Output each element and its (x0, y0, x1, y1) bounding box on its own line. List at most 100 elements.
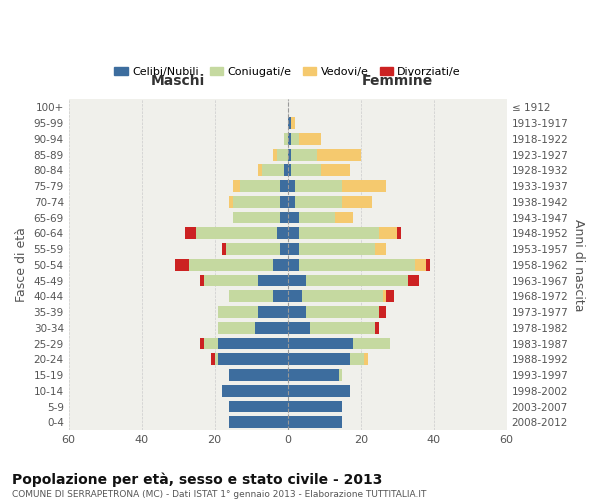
Bar (287, 416, 343, 428)
Bar (287, 196, 295, 207)
Y-axis label: Anni di nascita: Anni di nascita (572, 218, 585, 311)
Bar (229, 290, 273, 302)
Bar (408, 274, 419, 286)
Bar (287, 322, 310, 334)
Bar (204, 338, 218, 349)
Bar (255, 322, 287, 334)
Bar (196, 228, 277, 239)
Bar (306, 306, 379, 318)
Bar (343, 196, 371, 207)
Bar (287, 243, 299, 255)
Bar (175, 259, 189, 270)
Bar (218, 338, 287, 349)
Bar (229, 416, 287, 428)
Bar (383, 290, 386, 302)
Bar (229, 369, 287, 381)
Bar (229, 196, 233, 207)
Bar (302, 290, 383, 302)
Bar (287, 338, 353, 349)
Bar (339, 369, 343, 381)
Text: COMUNE DI SERRAPETRONA (MC) - Dati ISTAT 1° gennaio 2013 - Elaborazione TUTTITAL: COMUNE DI SERRAPETRONA (MC) - Dati ISTAT… (12, 490, 427, 499)
Bar (292, 133, 299, 145)
Bar (222, 385, 287, 396)
Bar (299, 228, 379, 239)
Bar (287, 133, 292, 145)
Bar (273, 259, 287, 270)
Bar (292, 148, 317, 160)
Bar (310, 322, 376, 334)
Bar (218, 354, 287, 365)
Bar (350, 354, 364, 365)
Bar (320, 164, 350, 176)
Y-axis label: Fasce di età: Fasce di età (15, 228, 28, 302)
Text: Popolazione per età, sesso e stato civile - 2013: Popolazione per età, sesso e stato civil… (12, 472, 382, 487)
Bar (218, 322, 255, 334)
Bar (262, 164, 284, 176)
Bar (259, 274, 287, 286)
Bar (427, 259, 430, 270)
Bar (200, 274, 204, 286)
Bar (273, 290, 287, 302)
Bar (386, 290, 394, 302)
Bar (376, 243, 386, 255)
Bar (287, 400, 343, 412)
Bar (280, 212, 287, 224)
Bar (287, 290, 302, 302)
Bar (200, 338, 204, 349)
Bar (292, 117, 295, 129)
Bar (295, 180, 343, 192)
Bar (379, 228, 397, 239)
Bar (299, 133, 320, 145)
Bar (273, 148, 277, 160)
Bar (189, 259, 273, 270)
Bar (364, 354, 368, 365)
Bar (284, 164, 287, 176)
Bar (259, 164, 262, 176)
Bar (185, 228, 196, 239)
Bar (295, 196, 343, 207)
Bar (222, 243, 226, 255)
Bar (229, 400, 287, 412)
Bar (299, 212, 335, 224)
Bar (287, 385, 350, 396)
Bar (287, 354, 350, 365)
Bar (287, 369, 339, 381)
Text: Maschi: Maschi (151, 74, 205, 88)
Bar (306, 274, 408, 286)
Bar (343, 180, 386, 192)
Bar (287, 212, 299, 224)
Bar (226, 243, 280, 255)
Legend: Celibi/Nubili, Coniugati/e, Vedovi/e, Divorziati/e: Celibi/Nubili, Coniugati/e, Vedovi/e, Di… (110, 62, 466, 81)
Bar (299, 259, 415, 270)
Bar (353, 338, 390, 349)
Bar (280, 243, 287, 255)
Bar (259, 306, 287, 318)
Bar (287, 306, 306, 318)
Bar (240, 180, 280, 192)
Text: Femmine: Femmine (362, 74, 433, 88)
Bar (397, 228, 401, 239)
Bar (335, 212, 353, 224)
Bar (299, 243, 376, 255)
Bar (287, 259, 299, 270)
Bar (287, 180, 295, 192)
Bar (292, 164, 320, 176)
Bar (204, 274, 259, 286)
Bar (287, 148, 292, 160)
Bar (233, 196, 280, 207)
Bar (280, 196, 287, 207)
Bar (415, 259, 427, 270)
Bar (233, 180, 240, 192)
Bar (287, 274, 306, 286)
Bar (215, 354, 218, 365)
Bar (277, 228, 287, 239)
Bar (379, 306, 386, 318)
Bar (287, 228, 299, 239)
Bar (376, 322, 379, 334)
Bar (317, 148, 361, 160)
Bar (218, 306, 259, 318)
Bar (287, 164, 292, 176)
Bar (280, 180, 287, 192)
Bar (211, 354, 215, 365)
Bar (277, 148, 287, 160)
